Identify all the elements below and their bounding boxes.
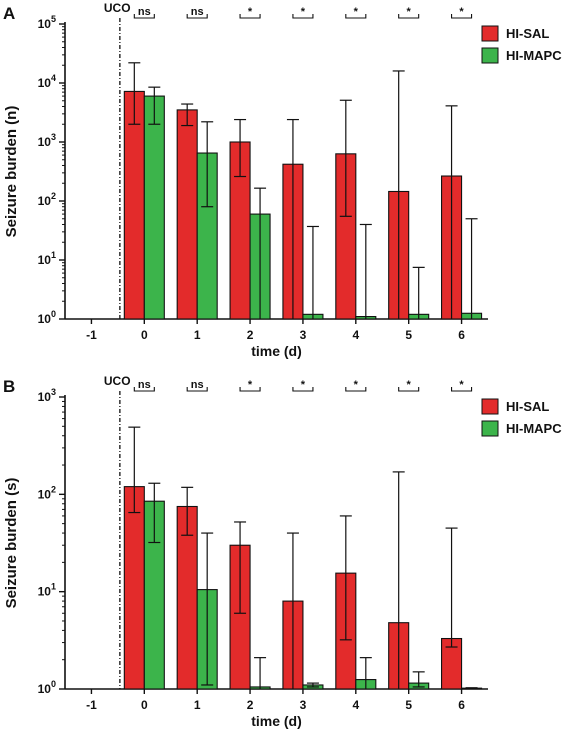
- panel-letter: B: [3, 377, 15, 396]
- significance-bracket: [398, 14, 420, 19]
- significance-bracket: [186, 387, 208, 392]
- x-tick-label: -1: [86, 328, 97, 342]
- y-tick-label: 103: [38, 387, 56, 404]
- y-tick-label: 103: [38, 132, 56, 149]
- legend-swatch-hi-sal: [481, 25, 499, 42]
- x-tick-label: 4: [352, 328, 359, 342]
- significance-bracket: [239, 14, 261, 19]
- x-axis-label: time (d): [251, 713, 302, 729]
- x-axis-label: time (d): [251, 343, 302, 359]
- significance-bracket: [345, 387, 367, 392]
- y-tick-label: 105: [38, 14, 56, 31]
- y-axis-label: Seizure burden (s): [3, 478, 20, 609]
- significance-bracket: [133, 14, 155, 19]
- y-tick-label: 102: [38, 191, 56, 208]
- legend-swatch-hi-sal: [481, 398, 499, 415]
- chart-panel-b: B Seizure burden (s) 100 101 102 103 -1 0 1 2 3 4 5 6…: [3, 374, 562, 729]
- significance-bracket: [292, 387, 314, 392]
- uco-label: UCO: [104, 1, 131, 15]
- significance-bracket: [451, 14, 473, 19]
- legend-swatch-hi-mapc: [481, 420, 499, 437]
- x-tick-label: 3: [300, 698, 307, 712]
- y-tick-label: 102: [38, 484, 56, 501]
- x-tick-label: 5: [405, 328, 412, 342]
- significance-bracket: [186, 14, 208, 19]
- significance-label: ns: [138, 6, 151, 18]
- x-tick-label: -1: [86, 698, 97, 712]
- y-tick-label: 104: [38, 73, 56, 90]
- significance-label: ns: [191, 6, 204, 18]
- x-tick-label: 4: [352, 698, 359, 712]
- significance-bracket: [292, 14, 314, 19]
- y-tick-label: 101: [38, 582, 56, 599]
- significance-label: ns: [138, 379, 151, 391]
- uco-label: UCO: [104, 374, 131, 388]
- y-tick-label: 101: [38, 250, 56, 267]
- significance-bracket: [345, 14, 367, 19]
- significance-label: *: [354, 379, 359, 391]
- y-tick-label: 100: [38, 309, 56, 326]
- significance-label: *: [301, 6, 306, 18]
- legend-label: HI-MAPC: [506, 421, 562, 436]
- x-tick-label: 6: [458, 698, 465, 712]
- legend-swatch-hi-mapc: [481, 47, 499, 64]
- x-tick-label: 0: [141, 328, 148, 342]
- significance-label: *: [407, 6, 412, 18]
- significance-label: *: [301, 379, 306, 391]
- x-tick-label: 3: [300, 328, 307, 342]
- y-axis-label: Seizure burden (n): [3, 106, 20, 238]
- significance-bracket: [398, 387, 420, 392]
- bar-hi-sal-0: [123, 486, 145, 690]
- significance-label: *: [459, 6, 464, 18]
- x-tick-label: 6: [458, 328, 465, 342]
- significance-label: *: [248, 6, 253, 18]
- significance-label: ns: [191, 379, 204, 391]
- x-tick-label: 2: [247, 328, 254, 342]
- x-tick-label: 5: [405, 698, 412, 712]
- legend-label: HI-SAL: [506, 26, 549, 41]
- x-tick-label: 1: [194, 698, 201, 712]
- x-tick-label: 2: [247, 698, 254, 712]
- bar-hi-sal-0: [123, 90, 145, 320]
- significance-bracket: [451, 387, 473, 392]
- bar-hi-sal-1: [176, 109, 198, 320]
- significance-label: *: [354, 6, 359, 18]
- legend-label: HI-MAPC: [506, 48, 562, 63]
- legend-label: HI-SAL: [506, 399, 549, 414]
- x-tick-label: 0: [141, 698, 148, 712]
- significance-label: *: [248, 379, 253, 391]
- significance-bracket: [239, 387, 261, 392]
- y-tick-label: 100: [38, 679, 56, 696]
- significance-label: *: [459, 379, 464, 391]
- bar-hi-mapc-0: [143, 95, 165, 320]
- significance-label: *: [407, 379, 412, 391]
- significance-bracket: [133, 387, 155, 392]
- panel-letter: A: [3, 4, 15, 23]
- x-tick-label: 1: [194, 328, 201, 342]
- chart-panel-a: A Seizure burden (n) 100 101 102 103 104 105 -1 0…: [3, 1, 562, 359]
